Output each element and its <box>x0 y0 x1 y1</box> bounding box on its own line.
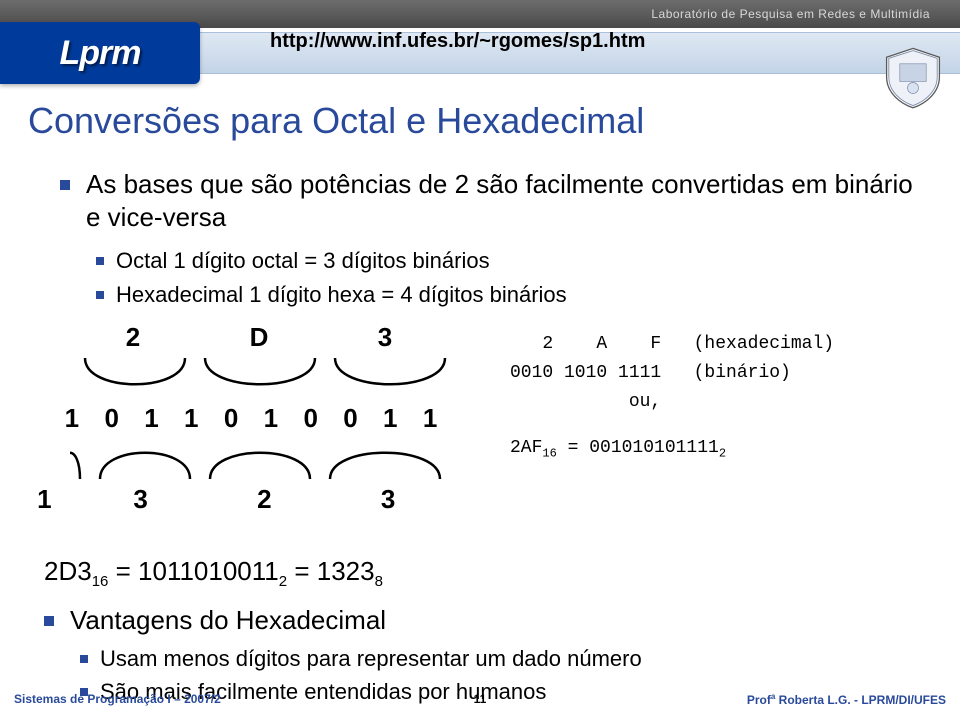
oct-digit: 1 <box>10 484 79 515</box>
eq-a-sub: 16 <box>92 573 109 590</box>
bin-row: 1 0 1 1 0 1 0 0 1 1 <box>52 403 450 434</box>
logo-box: Lprm <box>0 22 200 84</box>
footer-right: Profa Roberta L.G. - LPRM/DI/UFES <box>747 692 946 707</box>
footer-right-post: Roberta L.G. - LPRM/DI/UFES <box>775 693 946 707</box>
bin-digit: 1 <box>370 403 410 434</box>
oct-row: 1 3 2 3 <box>10 484 450 515</box>
bin-digit: 1 <box>52 403 92 434</box>
oct-digit: 3 <box>326 484 450 515</box>
eq-b: = 1011010011 <box>108 556 278 586</box>
footer-left: Sistemas de Programação I – 2007/2 <box>14 692 221 706</box>
bin-digit: 0 <box>92 403 132 434</box>
logo-text: Lprm <box>60 34 141 73</box>
arcs-top <box>70 353 450 403</box>
bullet-level1: As bases que são potências de 2 são faci… <box>60 168 930 233</box>
bullet-level2-octal: Octal 1 dígito octal = 3 dígitos binário… <box>60 247 930 275</box>
slide-title: Conversões para Octal e Hexadecimal <box>28 100 644 142</box>
hex-digit: D <box>196 322 322 353</box>
bullets-block: As bases que são potências de 2 são faci… <box>60 168 930 314</box>
figure-left: 2 D 3 1 0 1 1 0 1 0 0 1 1 <box>70 322 450 515</box>
diagram-area: 2 D 3 1 0 1 1 0 1 0 0 1 1 <box>40 322 940 552</box>
eq-left: 2AF <box>510 438 542 458</box>
eq-c-sub: 8 <box>375 573 383 590</box>
bin-digit: 1 <box>410 403 450 434</box>
fr-eq: 2AF16 = 0010101011112 <box>510 434 950 464</box>
bullet-level2-hex: Hexadecimal 1 dígito hexa = 4 dígitos bi… <box>60 281 930 309</box>
eq-c: = 1323 <box>287 556 374 586</box>
fr-line3: ou, <box>510 388 950 417</box>
bin-digit: 0 <box>331 403 371 434</box>
bin-digit: 0 <box>211 403 251 434</box>
url-text: http://www.inf.ufes.br/~rgomes/sp1.htm <box>270 30 645 53</box>
oct-digit: 2 <box>203 484 327 515</box>
eq-b-sub: 2 <box>279 573 287 590</box>
arcs-bottom <box>70 434 450 484</box>
figure-right: 2 A F (hexadecimal) 0010 1010 1111 (biná… <box>510 330 950 464</box>
bullet-vantagens: Vantagens do Hexadecimal <box>44 604 930 637</box>
footer-page-number: 11 <box>474 692 487 706</box>
bin-digit: 1 <box>251 403 291 434</box>
hex-digit: 3 <box>322 322 448 353</box>
hex-digit: 2 <box>70 322 196 353</box>
oct-digit: 3 <box>79 484 203 515</box>
bullet-vant-a: Usam menos dígitos para representar um d… <box>44 645 930 673</box>
ufes-shield-icon <box>874 38 952 116</box>
footer-right-pre: Prof <box>747 693 771 707</box>
fr-line1: 2 A F (hexadecimal) <box>510 330 950 359</box>
conversion-equation: 2D316 = 10110100112 = 13238 <box>44 556 930 590</box>
fr-line2: 0010 1010 1111 (binário) <box>510 359 950 388</box>
lab-text: Laboratório de Pesquisa em Redes e Multi… <box>651 7 930 21</box>
bin-digit: 1 <box>132 403 172 434</box>
eq-sub-right: 2 <box>719 447 726 461</box>
bin-digit: 0 <box>291 403 331 434</box>
eq-sub-left: 16 <box>542 447 556 461</box>
hex-row: 2 D 3 <box>70 322 450 353</box>
footer: Sistemas de Programação I – 2007/2 11 Pr… <box>0 688 960 710</box>
bin-digit: 1 <box>171 403 211 434</box>
eq-mid: = 001010101111 <box>557 438 719 458</box>
eq-a: 2D3 <box>44 556 92 586</box>
